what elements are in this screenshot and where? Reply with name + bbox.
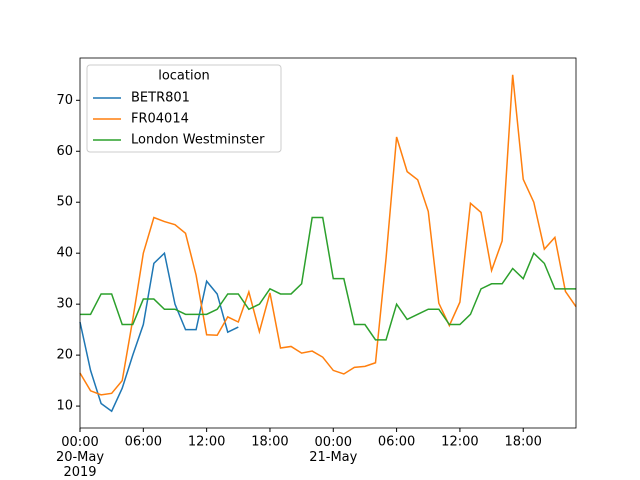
y-tick-label: 10 [56, 399, 73, 414]
y-tick-label: 30 [56, 297, 73, 312]
y-tick-label: 40 [56, 246, 73, 261]
legend-label: London Westminster [131, 133, 265, 148]
series-line [80, 216, 576, 341]
series-line [79, 74, 577, 396]
y-tick-label: 60 [56, 144, 73, 159]
series-line [79, 251, 239, 413]
x-tick-label: 00:00 20-May 2019 [56, 435, 104, 480]
legend-title: location [158, 69, 210, 84]
y-tick-label: 70 [56, 93, 73, 108]
plot-frame [79, 57, 577, 429]
legend-box [86, 64, 282, 153]
x-tick-label: 18:00 [504, 435, 541, 450]
y-tick-label: 20 [56, 348, 73, 363]
legend-label: BETR801 [131, 91, 190, 106]
x-tick-label: 06:00 [378, 435, 415, 450]
y-tick-label: 50 [56, 195, 73, 210]
x-tick-label: 12:00 [441, 435, 478, 450]
x-tick-label: 06:00 [125, 435, 162, 450]
x-tick-label: 00:00 21-May [309, 435, 357, 465]
x-tick-label: 18:00 [251, 435, 288, 450]
legend-label: FR04014 [131, 112, 189, 127]
x-tick-label: 12:00 [188, 435, 225, 450]
